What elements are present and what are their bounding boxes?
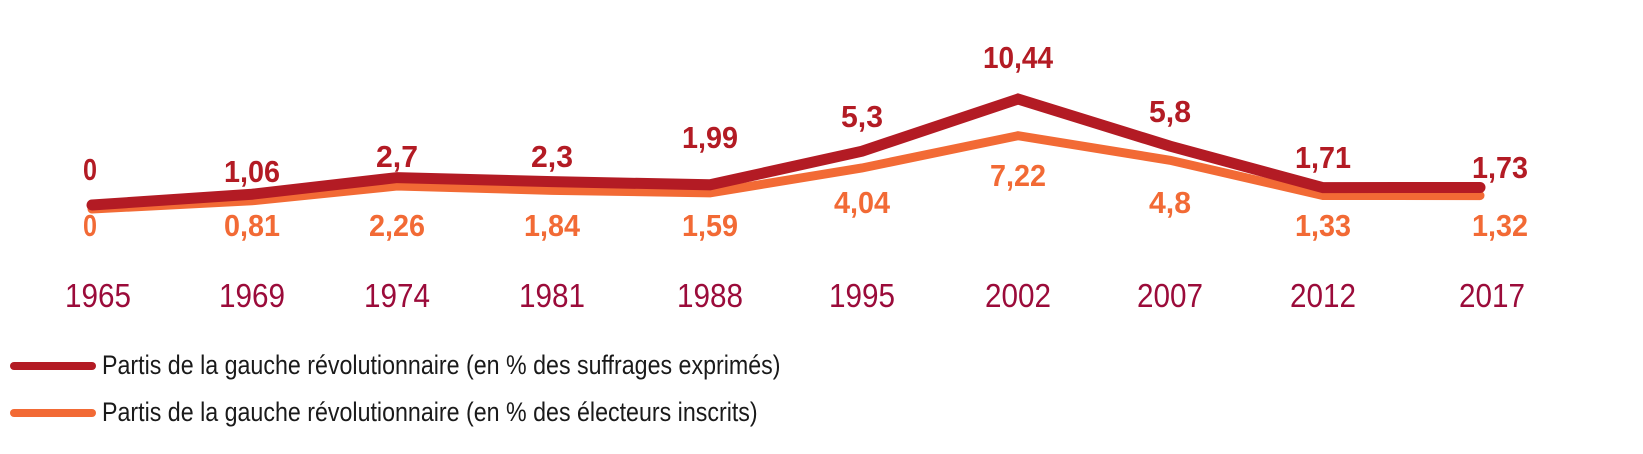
- data-label-electeurs-inscrits: 7,22: [990, 158, 1046, 193]
- data-label-suffrages-exprimes: 0: [83, 152, 97, 187]
- series-line-electeurs-inscrits: [87, 131, 1485, 214]
- series-lines: [86, 93, 1486, 214]
- legend-swatch-orange: [10, 408, 96, 417]
- data-label-suffrages-exprimes: 1,73: [1472, 150, 1528, 185]
- series-line-suffrages-exprimes: [86, 93, 1486, 211]
- x-tick-label: 1981: [519, 277, 585, 314]
- x-tick-label: 1969: [219, 277, 285, 314]
- data-label-electeurs-inscrits: 1,33: [1295, 208, 1351, 243]
- data-label-suffrages-exprimes: 2,3: [531, 139, 573, 174]
- x-tick-label: 2012: [1290, 277, 1356, 314]
- x-tick-label: 1974: [364, 277, 430, 314]
- data-label-electeurs-inscrits: 4,04: [834, 185, 891, 220]
- data-label-electeurs-inscrits: 1,84: [524, 208, 581, 243]
- data-label-suffrages-exprimes: 1,99: [682, 120, 738, 155]
- data-label-electeurs-inscrits: 4,8: [1149, 185, 1191, 220]
- data-label-suffrages-exprimes: 1,71: [1295, 140, 1351, 175]
- data-label-suffrages-exprimes: 2,7: [376, 139, 418, 174]
- data-label-suffrages-exprimes: 1,06: [224, 154, 280, 189]
- x-axis-tick-labels: 1965 1969 1974 1981 1988 1995 2002 2007 2012 2017: [65, 277, 1525, 314]
- legend-item-electeurs-inscrits: Partis de la gauche révolutionnaire (en …: [10, 397, 864, 428]
- data-label-suffrages-exprimes: 5,3: [841, 99, 883, 134]
- x-tick-label: 1988: [677, 277, 743, 314]
- x-tick-label: 2017: [1459, 277, 1525, 314]
- x-tick-label: 2007: [1137, 277, 1203, 314]
- data-label-electeurs-inscrits: 1,59: [682, 208, 738, 243]
- data-label-suffrages-exprimes: 10,44: [983, 40, 1054, 75]
- legend-label-suffrages-exprimes: Partis de la gauche révolutionnaire (en …: [102, 350, 781, 380]
- legend-swatch-red: [10, 361, 96, 370]
- data-labels: 0 1,06 2,7 2,3 1,99 5,3 10,44 5,8 1,71 1,73 0 0,81 2…: [83, 40, 1528, 243]
- data-label-electeurs-inscrits: 1,32: [1472, 208, 1528, 243]
- data-label-suffrages-exprimes: 5,8: [1149, 94, 1191, 129]
- x-tick-label: 1995: [829, 277, 895, 314]
- line-chart: 0 1,06 2,7 2,3 1,99 5,3 10,44 5,8 1,71 1,73 0 0,81 2…: [65, 40, 1528, 314]
- x-tick-label: 1965: [65, 277, 131, 314]
- x-tick-label: 2002: [985, 277, 1051, 314]
- data-label-electeurs-inscrits: 0: [83, 208, 97, 243]
- legend-label-electeurs-inscrits: Partis de la gauche révolutionnaire (en …: [102, 397, 758, 427]
- legend-item-suffrages-exprimes: Partis de la gauche révolutionnaire (en …: [10, 350, 891, 381]
- data-label-electeurs-inscrits: 2,26: [369, 208, 425, 243]
- data-label-electeurs-inscrits: 0,81: [224, 208, 280, 243]
